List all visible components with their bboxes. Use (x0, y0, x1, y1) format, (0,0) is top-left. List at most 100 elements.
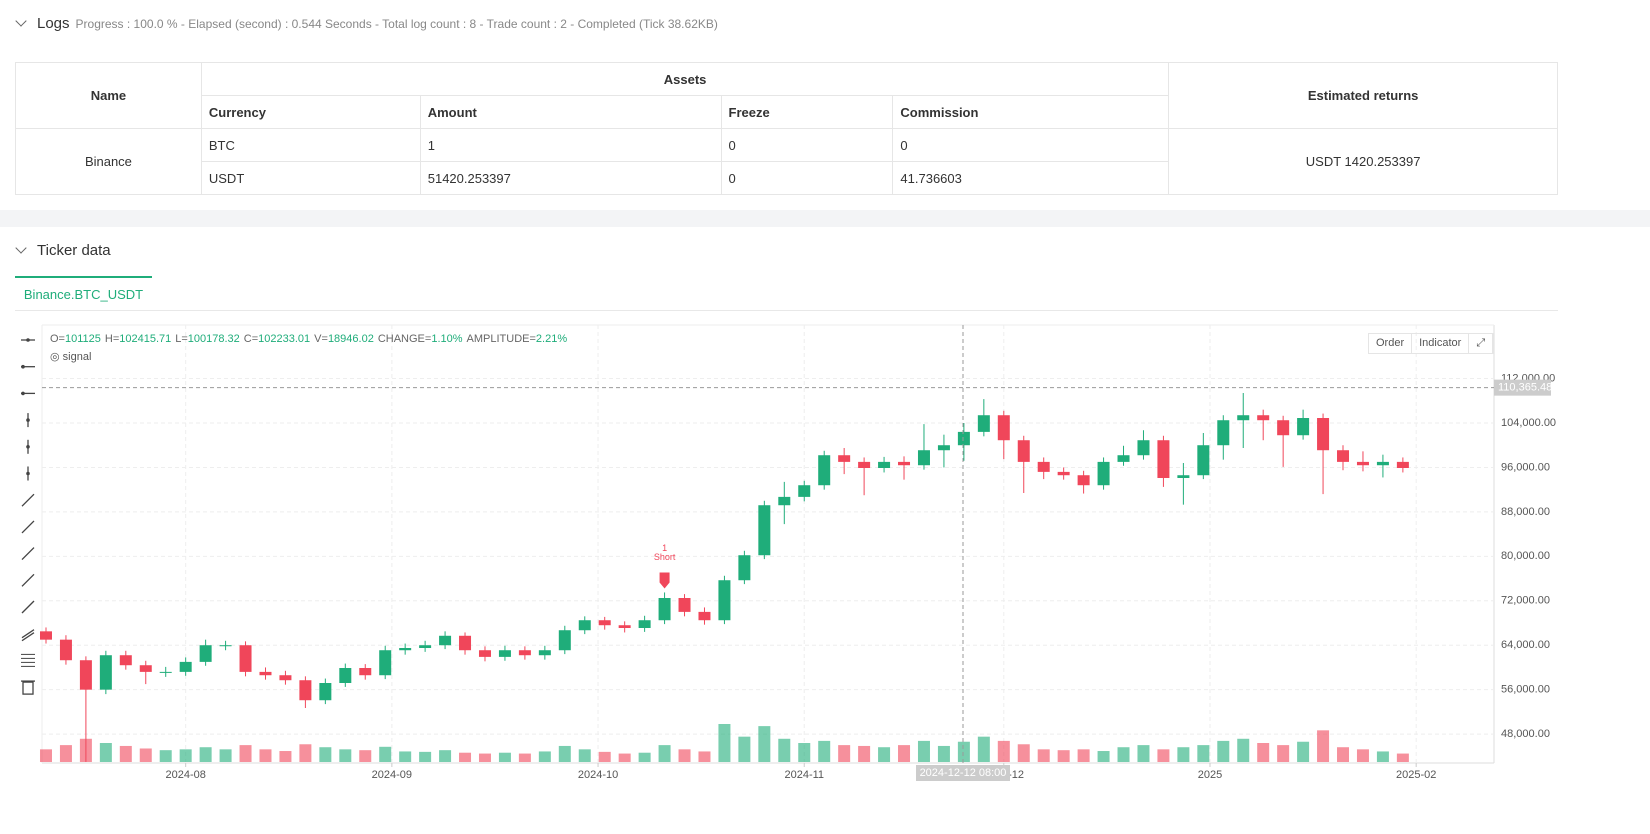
cell: 41.736603 (892, 161, 1170, 195)
volume-bar (498, 752, 511, 762)
candle-body (1317, 418, 1330, 451)
candle-body (1356, 461, 1369, 466)
volume-bar (1376, 751, 1389, 762)
volume-bar (798, 743, 811, 762)
volume-bar (39, 749, 52, 762)
tool-icon[interactable] (21, 573, 35, 587)
volume-bar (578, 749, 591, 762)
volume-bar (199, 747, 212, 762)
y-tick-label: 88,000.00 (1501, 506, 1550, 518)
tool-icon[interactable] (26, 439, 30, 454)
tool-icon[interactable] (21, 391, 35, 396)
candle-body (1077, 475, 1090, 486)
volume-bar (1396, 753, 1409, 762)
volume-bar (59, 745, 72, 762)
candle-body (937, 445, 950, 451)
volume-bar (1197, 745, 1210, 762)
indicator[interactable]: ◎ signal (50, 351, 92, 363)
candle-body (39, 631, 52, 640)
icon-dot (26, 418, 30, 422)
volume-bar (638, 752, 651, 762)
info-key: L= (175, 333, 188, 345)
info-value: 101125 (64, 333, 101, 345)
candle-body (778, 496, 791, 506)
tool-icon[interactable] (21, 629, 35, 642)
x-tick-label: 2025 (1198, 769, 1222, 781)
candle-body (718, 580, 731, 621)
tool-icon[interactable] (21, 338, 35, 342)
annotation-text: Short (654, 552, 676, 562)
tool-icon[interactable] (21, 600, 35, 614)
button[interactable]: Order (1369, 334, 1413, 353)
tool-icon[interactable] (21, 547, 35, 561)
volume-bar (419, 751, 432, 762)
candle-body (1297, 418, 1310, 436)
assets-table: Name Assets Estimated returns Currency Amou… (15, 62, 1558, 195)
button[interactable]: Indicator (1412, 334, 1470, 353)
cell: USDT 1420.253397 (1168, 128, 1558, 195)
volume-bar (878, 747, 891, 762)
candle-body (698, 611, 711, 621)
subheader: Amount (419, 95, 722, 129)
volume-bar (898, 745, 911, 762)
candle-body (678, 598, 691, 612)
candle-body (498, 650, 511, 657)
candle-body (1057, 471, 1070, 476)
tool-icon[interactable] (21, 364, 35, 369)
info-value: 2.21% (535, 333, 568, 345)
tool-icon[interactable] (21, 680, 35, 695)
volume-bar (339, 749, 352, 762)
tool-icon[interactable] (21, 493, 35, 507)
logs-header[interactable]: Logs Progress : 100.0 % - Elapsed (second… (15, 15, 718, 32)
info-value: 102415.71 (119, 333, 172, 345)
candle-body (1337, 450, 1350, 462)
candle-body (858, 461, 871, 468)
volume-bar (159, 750, 172, 762)
volume-bar (997, 740, 1010, 762)
header: Estimated returns (1168, 62, 1558, 129)
y-tick-label: 56,000.00 (1501, 684, 1550, 696)
y-tick-label: 48,000.00 (1501, 728, 1550, 740)
info-key: C= (243, 333, 259, 345)
tool-icon[interactable] (21, 520, 35, 534)
volume-bar (439, 750, 452, 762)
volume-bar (399, 751, 412, 762)
candle-body (279, 675, 292, 681)
fullscreen[interactable]: ⤢ (1469, 334, 1494, 353)
volume-bar (698, 751, 711, 762)
ohlc-info: O=101125 H=102415.71 L=100178.32 C=102233.0… (50, 333, 571, 345)
candle-body (1257, 415, 1270, 421)
ticker-header[interactable]: Ticker data (15, 242, 111, 259)
candle-body (598, 620, 611, 626)
cell: Binance (15, 128, 202, 195)
volume-bar (139, 748, 152, 762)
tool-icon[interactable] (26, 466, 30, 481)
icon-bin (22, 681, 34, 695)
info-value: 1.10% (431, 333, 463, 345)
candle-body (139, 665, 152, 672)
info-key: H= (104, 333, 120, 345)
volume-bar (678, 749, 691, 762)
header: Name (15, 62, 202, 129)
crosshair-time-box (916, 765, 1010, 781)
info-key: V= (314, 333, 328, 345)
tool-icon[interactable] (26, 413, 30, 428)
tab[interactable]: Binance.BTC_USDT (15, 276, 152, 310)
info-key: AMPLITUDE= (466, 333, 536, 345)
candle-body (618, 625, 631, 628)
volume-bar (738, 736, 751, 762)
volume-bar (1077, 749, 1090, 762)
candle-body (1117, 455, 1130, 462)
tool-icon[interactable] (21, 653, 35, 667)
info-key: CHANGE= (377, 333, 432, 345)
candle-body (898, 461, 911, 466)
subheader: Freeze (720, 95, 894, 129)
candle-body (478, 650, 491, 657)
candle-body (119, 655, 132, 666)
info-value: 18946.02 (327, 333, 374, 345)
volume-bar (219, 749, 232, 762)
volume-bar (977, 736, 990, 762)
y-tick-label: 72,000.00 (1501, 595, 1550, 607)
volume-bar (99, 743, 112, 762)
